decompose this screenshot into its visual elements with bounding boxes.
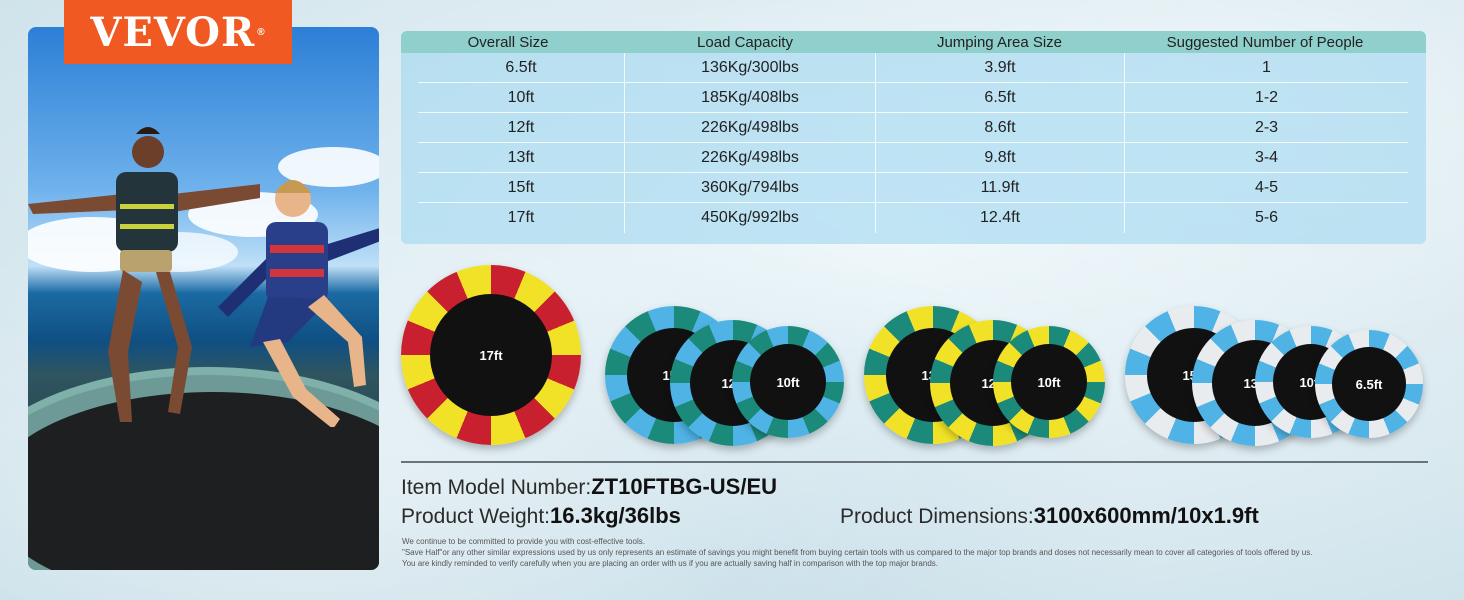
- disclaimer-line: "Save Half"or any other similar expressi…: [402, 548, 1313, 557]
- cell-size: 10ft: [418, 83, 625, 112]
- registered-mark: ®: [257, 26, 266, 38]
- table-row: 17ft 450Kg/992lbs 12.4ft 5-6: [418, 203, 1408, 233]
- cell-area: 6.5ft: [876, 83, 1125, 112]
- cell-size: 13ft: [418, 143, 625, 172]
- cell-people: 2-3: [1254, 118, 1279, 136]
- table-row: 15ft 360Kg/794lbs 11.9ft 4-5: [418, 173, 1408, 203]
- dimensions-value: 3100x600mm/10x1.9ft: [1033, 503, 1259, 528]
- cell-load: 360Kg/794lbs: [625, 173, 876, 202]
- cell-area: 8.6ft: [876, 113, 1125, 142]
- cell-size: 15ft: [418, 173, 625, 202]
- table-row: 10ft 185Kg/408lbs 6.5ft 1-2: [418, 83, 1408, 113]
- cell-size: 17ft: [418, 203, 625, 233]
- disclaimer-line: We continue to be committed to provide y…: [402, 537, 645, 546]
- cell-area: 11.9ft: [876, 173, 1125, 202]
- trampoline-mat-label: 10ft: [750, 344, 826, 420]
- trampoline-mat: [28, 392, 379, 570]
- trampoline-mat-label: 10ft: [1011, 344, 1087, 420]
- vevor-logo: VEVOR ®: [64, 0, 292, 64]
- cell-people: 4-5: [1254, 178, 1279, 196]
- cell-people: 5-6: [1254, 209, 1279, 226]
- table-row: 6.5ft 136Kg/300lbs 3.9ft 1: [418, 53, 1408, 83]
- cell-load: 136Kg/300lbs: [625, 53, 876, 82]
- woman-figure: [28, 127, 260, 422]
- header-jumping-area: Jumping Area Size: [936, 33, 1063, 51]
- trampoline-image: 17ft: [401, 265, 581, 445]
- cell-area: 9.8ft: [876, 143, 1125, 172]
- trampoline-image: 10ft: [732, 326, 844, 438]
- model-label: Item Model Number:: [401, 476, 592, 499]
- disclaimer-line: You are kindly reminded to verify carefu…: [402, 559, 938, 568]
- product-weight: Product Weight:16.3kg/36lbs: [401, 503, 681, 529]
- cell-load: 185Kg/408lbs: [625, 83, 876, 112]
- weight-label: Product Weight:: [401, 505, 551, 528]
- trampoline-mat-label: 6.5ft: [1332, 347, 1406, 421]
- header-load-capacity: Load Capacity: [697, 33, 793, 51]
- trampoline-image: 6.5ft: [1315, 330, 1423, 438]
- model-number: Item Model Number:ZT10FTBG-US/EU: [401, 474, 777, 500]
- lifestyle-photo: [28, 27, 379, 570]
- cell-load: 226Kg/498lbs: [625, 113, 876, 142]
- table-row: 13ft 226Kg/498lbs 9.8ft 3-4: [418, 143, 1408, 173]
- size-spec-table: Overall Size Load Capacity Jumping Area …: [401, 31, 1426, 244]
- table-header: Overall Size Load Capacity Jumping Area …: [401, 31, 1426, 53]
- cell-load: 450Kg/992lbs: [625, 203, 876, 233]
- cell-people: 1: [1262, 58, 1271, 76]
- cell-people: 3-4: [1254, 148, 1279, 166]
- table-row: 12ft 226Kg/498lbs 8.6ft 2-3: [418, 113, 1408, 143]
- divider: [401, 461, 1428, 463]
- cell-load: 226Kg/498lbs: [625, 143, 876, 172]
- header-people: Suggested Number of People: [1166, 33, 1364, 51]
- table-body: 6.5ft 136Kg/300lbs 3.9ft 1 10ft 185Kg/40…: [401, 53, 1426, 233]
- weight-value: 16.3kg/36lbs: [550, 503, 681, 528]
- cell-size: 12ft: [418, 113, 625, 142]
- logo-text: VEVOR: [90, 8, 256, 56]
- dimensions-label: Product Dimensions:: [840, 505, 1034, 528]
- trampoline-image: 10ft: [993, 326, 1105, 438]
- trampoline-mat-label: 17ft: [430, 294, 552, 416]
- boy-figure: [218, 180, 379, 427]
- model-value: ZT10FTBG-US/EU: [591, 474, 778, 499]
- product-dimensions: Product Dimensions:3100x600mm/10x1.9ft: [840, 503, 1259, 529]
- cell-people: 1-2: [1254, 88, 1279, 106]
- header-overall-size: Overall Size: [467, 33, 549, 51]
- cell-area: 3.9ft: [876, 53, 1125, 82]
- cell-size: 6.5ft: [418, 53, 625, 82]
- cell-area: 12.4ft: [876, 203, 1125, 233]
- disclaimer: We continue to be committed to provide y…: [402, 536, 1432, 569]
